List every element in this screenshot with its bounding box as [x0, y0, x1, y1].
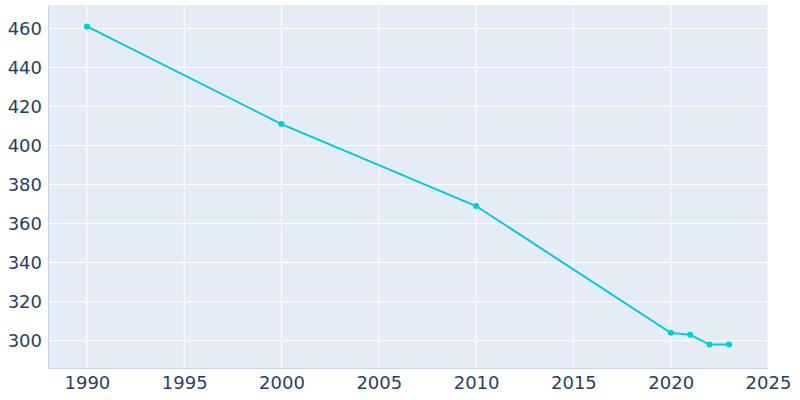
tick-label: 320 — [8, 291, 42, 312]
point — [726, 342, 732, 348]
tick-label: 2025 — [746, 372, 792, 393]
tick-label: 400 — [8, 135, 42, 156]
tick-label: 2015 — [551, 372, 597, 393]
tick-label: 300 — [8, 330, 42, 351]
line — [87, 26, 729, 344]
point — [279, 121, 285, 127]
series — [84, 23, 732, 347]
x-grid-line — [573, 5, 574, 368]
y-grid-line — [48, 340, 768, 341]
tick-label: 2005 — [356, 372, 402, 393]
x-axis: 1990 1995 2000 2005 2010 2015 2020 2025 — [49, 368, 792, 393]
y-grid-line — [48, 145, 768, 146]
axis-line — [48, 6, 49, 369]
y-axis: 300 320 340 360 380 400 420 440 460 — [8, 6, 49, 369]
tick-label: 2000 — [259, 372, 305, 393]
tick: 2020 — [648, 368, 694, 393]
tick: 400 — [8, 135, 48, 156]
tick: 380 — [8, 174, 48, 195]
tick: 320 — [8, 291, 48, 312]
tick-label: 360 — [8, 213, 42, 234]
tick-label: 1990 — [65, 372, 111, 393]
y-grid-line — [48, 106, 768, 107]
tick-label: 2010 — [454, 372, 500, 393]
x-grid-line — [86, 5, 87, 368]
tick: 1995 — [162, 368, 208, 393]
tick-label: 440 — [8, 57, 42, 78]
plot: 1990 1995 2000 2005 2010 2015 2020 2025 300 320 34… — [8, 5, 792, 393]
tick-label: 420 — [8, 96, 42, 117]
point — [687, 332, 693, 338]
x-grid-line — [281, 5, 282, 368]
tick: 440 — [8, 57, 48, 78]
axis-line — [49, 368, 769, 369]
tick: 2015 — [551, 368, 597, 393]
y-grid-line — [48, 223, 768, 224]
point — [668, 330, 674, 336]
x-grid-line — [476, 5, 477, 368]
point — [707, 342, 713, 348]
y-grid-line — [48, 184, 768, 185]
x-grid-line — [184, 5, 185, 368]
tick: 340 — [8, 252, 48, 273]
x-grid-line — [670, 5, 671, 368]
x-grid-line — [768, 5, 769, 368]
tick: 2000 — [259, 368, 305, 393]
tick: 2005 — [356, 368, 402, 393]
grid — [48, 5, 768, 368]
y-grid-line — [48, 262, 768, 263]
tick: 300 — [8, 330, 48, 351]
chart: 1990 1995 2000 2005 2010 2015 2020 2025 300 320 34… — [0, 0, 800, 400]
tick-label: 380 — [8, 174, 42, 195]
tick: 1990 — [65, 368, 111, 393]
tick: 360 — [8, 213, 48, 234]
y-grid-line — [48, 28, 768, 29]
tick-label: 2020 — [648, 372, 694, 393]
y-grid-line — [48, 301, 768, 302]
point — [84, 23, 90, 29]
y-grid-line — [48, 67, 768, 68]
tick: 2010 — [454, 368, 500, 393]
tick: 2025 — [746, 368, 792, 393]
plot-background — [48, 5, 768, 368]
x-grid-line — [378, 5, 379, 368]
tick-label: 1995 — [162, 372, 208, 393]
tick: 460 — [8, 18, 48, 39]
tick: 420 — [8, 96, 48, 117]
tick-label: 460 — [8, 18, 42, 39]
tick-label: 340 — [8, 252, 42, 273]
point — [473, 203, 479, 209]
